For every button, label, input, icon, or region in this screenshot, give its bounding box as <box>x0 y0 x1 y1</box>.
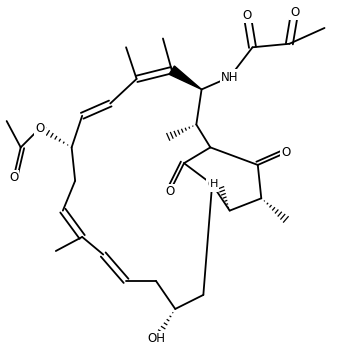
Text: O: O <box>242 9 252 22</box>
Text: O: O <box>290 6 299 19</box>
Text: O: O <box>207 178 217 191</box>
Text: H: H <box>210 179 218 189</box>
Text: OH: OH <box>147 332 165 345</box>
Text: NH: NH <box>221 71 239 84</box>
Text: O: O <box>9 171 18 184</box>
Text: O: O <box>281 146 291 159</box>
Text: O: O <box>165 185 175 198</box>
Polygon shape <box>169 66 201 90</box>
Text: O: O <box>35 122 45 135</box>
